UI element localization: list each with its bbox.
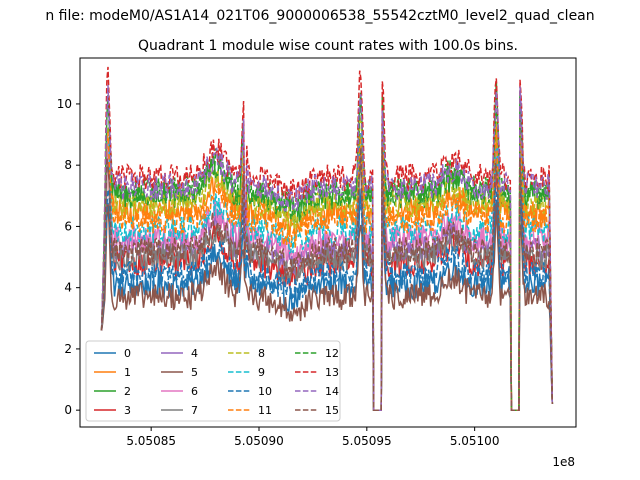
y-tick-label: 2 (64, 342, 72, 356)
legend-box (85, 340, 341, 422)
y-tick-label: 0 (64, 403, 72, 417)
y-tick-label: 8 (64, 158, 72, 172)
legend-label-13: 13 (325, 366, 339, 379)
series-line-8 (100, 112, 554, 411)
legend-label-0: 0 (124, 347, 131, 360)
series-line-15 (100, 147, 554, 411)
series-line-12 (100, 91, 554, 411)
series-line-10 (100, 182, 554, 411)
legend-label-14: 14 (325, 385, 339, 398)
series-line-13 (100, 66, 554, 411)
series-line-11 (100, 123, 554, 411)
legend-label-15: 15 (325, 404, 339, 417)
legend-label-7: 7 (191, 404, 198, 417)
series-group (100, 66, 554, 411)
legend-label-2: 2 (124, 385, 131, 398)
axes-title: Quadrant 1 module wise count rates with … (138, 38, 518, 54)
series-line-5 (100, 202, 554, 411)
legend-label-1: 1 (124, 366, 131, 379)
legend-label-11: 11 (258, 404, 272, 417)
x-tick-label: 5.05085 (126, 434, 176, 448)
y-tick-label: 6 (64, 219, 72, 233)
x-offset-label: 1e8 (552, 455, 575, 469)
y-tick-label: 4 (64, 281, 72, 295)
legend-label-9: 9 (258, 366, 265, 379)
series-line-14 (100, 84, 554, 411)
legend-label-6: 6 (191, 385, 198, 398)
legend-label-12: 12 (325, 347, 339, 360)
x-tick-label: 5.05095 (342, 434, 392, 448)
x-tick-label: 5.05100 (450, 434, 500, 448)
y-tick-label: 10 (57, 97, 72, 111)
series-line-7 (100, 157, 554, 411)
legend-label-4: 4 (191, 347, 198, 360)
legend-label-8: 8 (258, 347, 265, 360)
plot-area (100, 66, 554, 411)
legend-label-5: 5 (191, 366, 198, 379)
series-line-1 (100, 122, 554, 411)
legend-label-3: 3 (124, 404, 131, 417)
x-tick-label: 5.05090 (234, 434, 284, 448)
legend-label-10: 10 (258, 385, 272, 398)
axes-frame (79, 57, 577, 428)
figure-suptitle: n file: modeM0/AS1A14_021T06_9000006538_… (45, 8, 594, 24)
